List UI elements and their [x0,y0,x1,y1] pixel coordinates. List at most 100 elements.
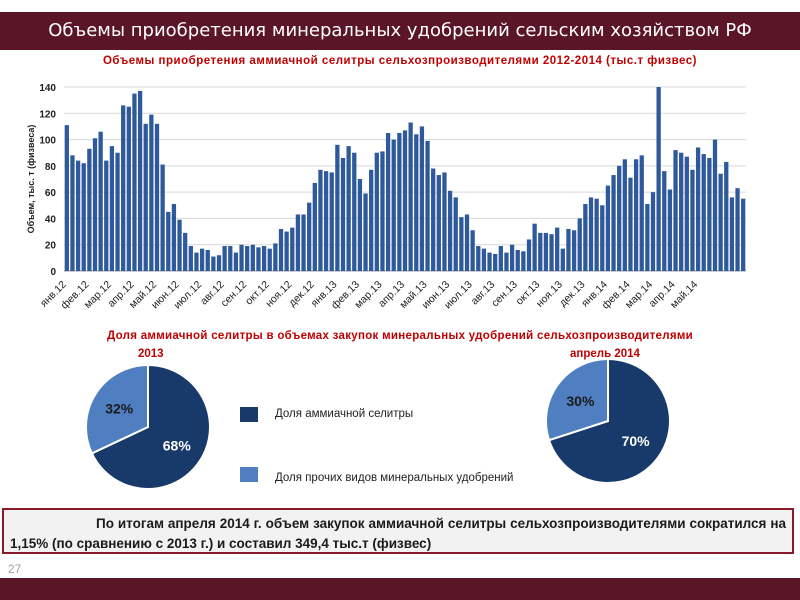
bar [408,122,413,271]
pie-chart-2013: 68% 32% [85,363,211,490]
bar [357,179,363,271]
pie-slice [85,363,149,455]
bar [143,123,148,271]
bar [245,246,250,271]
bar [166,211,171,271]
bar [261,246,267,271]
bar [718,173,723,271]
bar [701,154,706,271]
bar [329,172,334,271]
bar [560,248,565,271]
bar-chart-title: Объемы приобретения аммиачной селитры се… [102,55,698,67]
bar [633,159,639,271]
summary-box: По итогам апреля 2014 г. объем закупок а… [2,508,794,554]
y-tick-label: 100 [39,136,56,147]
bar [216,255,222,271]
pie-2014-subtitle: апрель 2014 [570,348,640,360]
bar [284,231,289,271]
bar [504,252,509,271]
bar [121,105,126,272]
bar [199,248,205,271]
pie-slice-label: 32% [105,401,134,417]
bar [363,193,368,271]
bar [256,247,261,271]
y-tick-label: 120 [39,109,56,120]
bar [397,133,402,271]
x-tick-label: сен.12 [219,279,250,310]
bar [183,232,188,271]
bar [571,230,577,271]
pie-2013-subtitle: 2013 [138,348,164,360]
bar [526,239,532,271]
bar [741,198,746,271]
bar [312,182,317,271]
bar [493,253,498,271]
bar [380,151,385,271]
y-tick-label: 20 [45,241,57,252]
legend-label-other: Доля прочих видов минеральных удобрений [275,472,514,484]
pie-slice [547,357,671,484]
pie-section-title: Доля аммиачной селитры в объемах закупок… [106,330,694,342]
bar-chart: 020406080100120140янв.12фев.12мар.12апр.… [26,83,746,312]
bar [391,139,396,271]
y-tick-label: 80 [45,162,57,173]
bar [555,227,560,271]
bar [419,126,425,271]
y-tick-label: 140 [39,83,56,94]
bar [374,152,379,271]
bar [464,214,470,271]
bar [695,147,701,271]
bar [583,203,588,271]
bar [115,152,120,271]
bar [712,139,718,271]
bar [729,197,735,271]
bar [335,144,340,271]
x-tick-label: сен.13 [489,279,520,310]
bar [352,152,357,271]
bar [673,150,678,271]
bar [690,169,695,271]
bar [154,123,160,271]
bar [628,177,633,271]
bar [679,152,684,271]
pie-slice [90,363,211,490]
slide-title: Объемы приобретения минеральных удобрени… [48,20,752,41]
bar [222,246,227,271]
bar [323,171,329,271]
bar [498,246,503,271]
bar [92,138,98,271]
bar [340,157,346,271]
y-axis-label: Объем, тыс. т (физвеса) [26,125,36,234]
bar [538,232,543,271]
pie-slice-label: 30% [566,393,595,409]
bar [70,155,75,271]
bar [656,87,661,271]
bar [605,185,611,271]
bar [470,230,475,271]
bar [109,146,115,271]
bar [453,197,458,271]
bar [724,161,729,271]
bar [301,214,306,271]
bar [566,228,571,271]
bar [171,203,177,271]
bar [442,172,447,271]
pie-slice [545,357,609,442]
bar [369,169,374,271]
bar [425,140,430,271]
bar [278,228,284,271]
bar [149,114,154,271]
bar [211,256,216,271]
bar [622,159,627,271]
legend-swatch-ammonium [240,407,258,422]
bar [290,227,295,271]
bar [650,192,656,271]
bar [549,234,554,271]
bar [543,232,549,271]
title-bar: Объемы приобретения минеральных удобрени… [0,12,800,50]
bar [436,175,441,271]
bar [239,244,244,271]
bar [481,248,487,271]
bar [667,189,673,271]
bar [662,171,667,271]
